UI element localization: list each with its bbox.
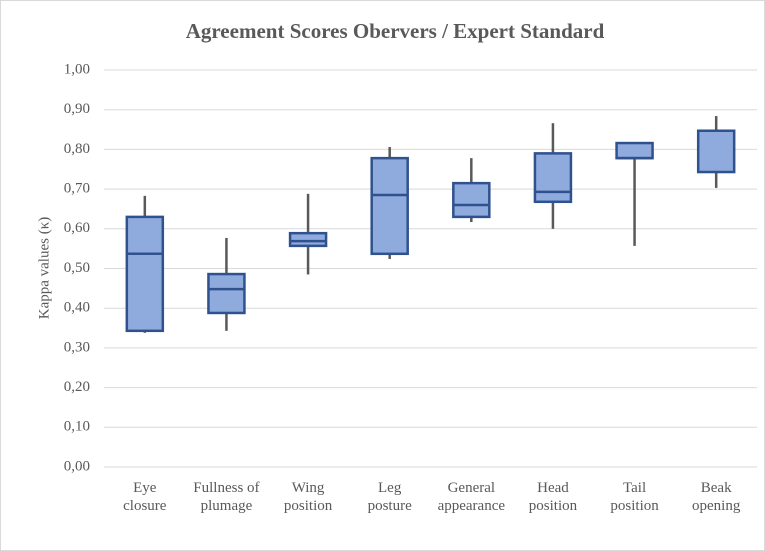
chart-title: Agreement Scores Obervers / Expert Stand…: [186, 19, 605, 43]
y-tick-label: 0,40: [64, 300, 90, 316]
box: [288, 231, 328, 248]
box: [696, 129, 736, 174]
y-tick-label: 0,60: [64, 220, 90, 236]
box: [125, 215, 165, 333]
x-tick-label: Fullness of plumage: [193, 480, 260, 514]
x-tick-label: Wing position: [283, 480, 333, 514]
y-tick-label: 0,30: [64, 339, 90, 355]
box: [452, 181, 491, 219]
y-tick-label: 0,70: [64, 181, 90, 197]
y-tick-label: 0,20: [64, 379, 90, 395]
x-tick-label: Head position: [528, 480, 578, 514]
y-tick-label: 0,80: [64, 141, 90, 157]
box: [533, 152, 573, 204]
x-tick-label: General appearance: [437, 480, 506, 514]
y-tick-label: 1,00: [64, 61, 90, 77]
box: [615, 141, 654, 160]
y-tick-label: 0,00: [64, 458, 90, 474]
box: [207, 272, 246, 315]
y-tick-label: 0,10: [64, 419, 90, 435]
box: [370, 156, 409, 256]
x-tick-label: Beak opening: [692, 480, 741, 514]
y-tick-label: 0,50: [64, 260, 90, 276]
y-tick-label: 0,90: [64, 101, 90, 117]
x-tick-label: Tail position: [610, 480, 659, 514]
x-tick-label: Eye closure: [123, 480, 167, 514]
x-tick-label: Leg posture: [367, 480, 412, 514]
y-axis-label: Kappa values (κ): [36, 217, 52, 320]
